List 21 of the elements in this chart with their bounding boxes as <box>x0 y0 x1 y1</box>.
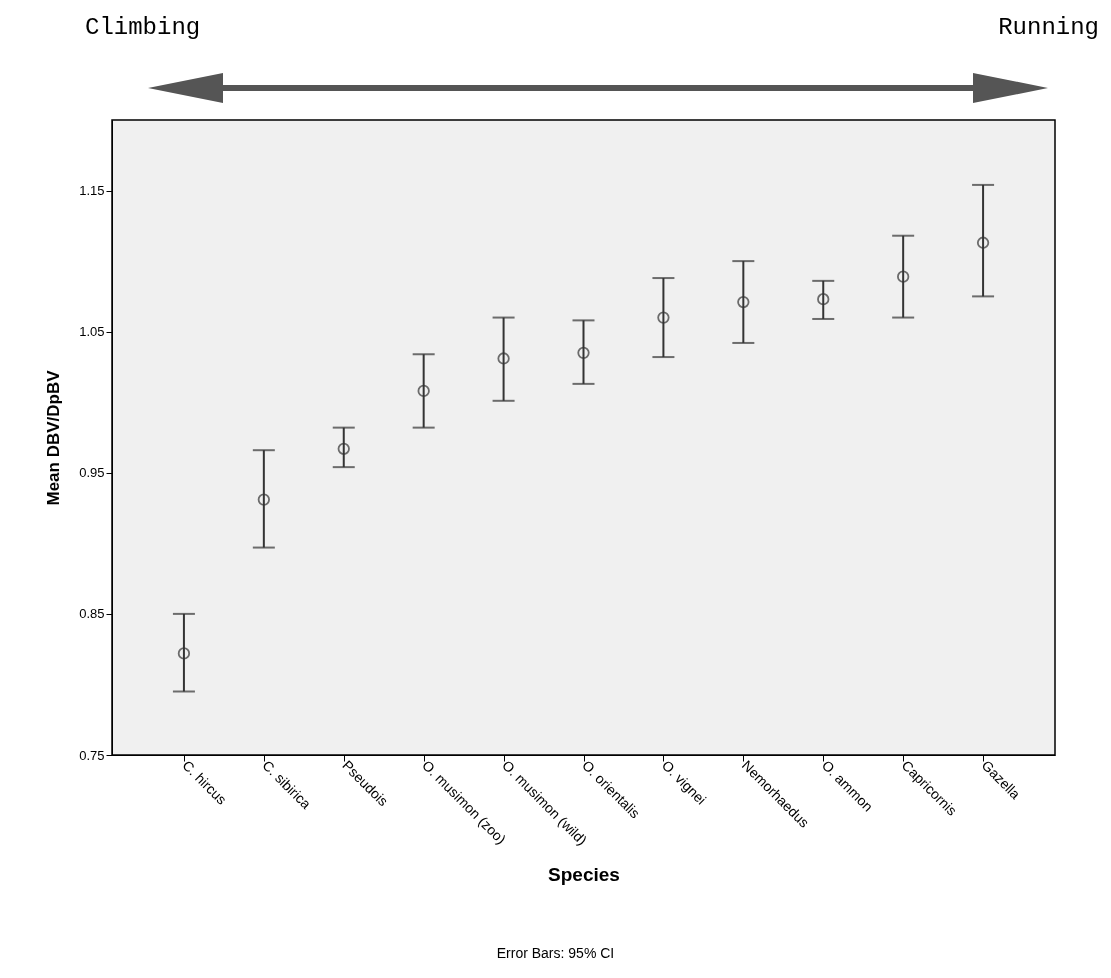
point <box>737 295 750 309</box>
point <box>417 384 430 398</box>
point <box>337 442 350 455</box>
y-tick-label: 1.15 <box>79 183 105 199</box>
point <box>897 270 910 283</box>
text: Error Bars: 95% CI <box>495 945 616 961</box>
point <box>177 647 191 660</box>
y-tick-label: 0.95 <box>79 465 105 481</box>
point <box>257 493 270 506</box>
y-axis-title: Mean DBV/DpBV <box>44 369 64 506</box>
x-axis-title: Species <box>548 864 620 886</box>
text: Climbing <box>85 14 201 41</box>
point <box>577 346 590 359</box>
y-tick-label: 0.85 <box>79 606 105 622</box>
point <box>657 311 670 324</box>
y-tick-label: 1.05 <box>79 324 105 340</box>
point <box>497 352 510 365</box>
point <box>976 236 990 249</box>
y-tick-label: 0.75 <box>79 747 105 763</box>
text: Running <box>998 14 1099 41</box>
point <box>817 293 830 306</box>
